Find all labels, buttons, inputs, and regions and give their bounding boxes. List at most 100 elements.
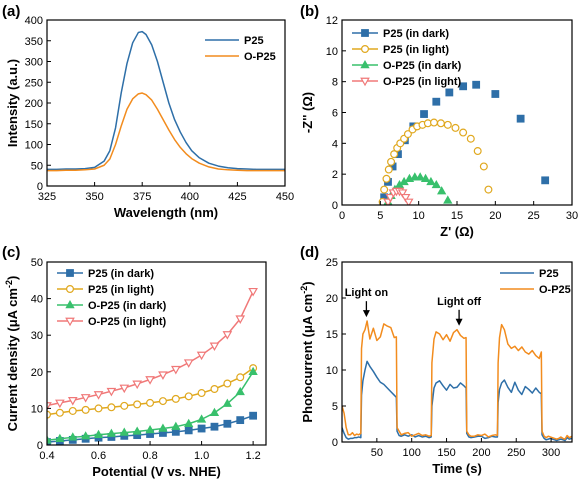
legend: P25 (in dark) P25 (in light) O-P25 (in dar… <box>57 268 167 328</box>
panel-label: (a) <box>2 3 20 20</box>
legend: P25 (in dark) P25 (in light) O-P25 (in dar… <box>352 28 462 88</box>
panel-label: (b) <box>300 3 319 20</box>
y-tick-label: 8 <box>332 77 338 89</box>
legend-label: P25 (in light) <box>383 44 449 56</box>
data-point <box>119 427 129 436</box>
y-tick-label: 0 <box>37 440 43 452</box>
data-point <box>146 398 155 407</box>
data-point <box>184 392 193 401</box>
data-point <box>516 114 525 123</box>
data-point <box>380 185 389 194</box>
data-point <box>171 421 181 430</box>
data-point <box>385 193 396 203</box>
y-axis-label: -Z'' (Ω) <box>300 92 315 133</box>
data-point <box>443 195 453 204</box>
data-point <box>223 419 232 428</box>
data-point <box>184 426 193 435</box>
y-tick-label: 350 <box>25 36 43 48</box>
data-point <box>384 165 393 174</box>
panel-2: (b) 0 5 10 15 20 25 30 0 2 4 6 8 10 12 Z' (Ω) -Z'' (Ω) P2… <box>300 3 578 239</box>
data-point <box>67 397 78 406</box>
data-point <box>410 172 420 181</box>
y-tick-label: 250 <box>25 77 43 89</box>
data-point <box>132 380 143 390</box>
x-tick-label: 25 <box>528 210 540 222</box>
x-tick-label: 0.6 <box>91 450 106 462</box>
legend-marker <box>65 285 74 294</box>
x-axis-label: Potential (V vs. NHE) <box>92 464 221 479</box>
legend-label: P25 <box>539 268 559 280</box>
y-tick-label: 40 <box>31 294 43 306</box>
data-point <box>93 391 104 400</box>
data-point <box>420 110 428 118</box>
data-point <box>47 402 52 411</box>
data-point <box>437 186 447 195</box>
y-tick-label: 10 <box>326 365 338 377</box>
legend-marker <box>361 29 369 37</box>
data-point <box>443 120 452 129</box>
annotation-label: Light on <box>345 287 389 299</box>
data-point <box>382 174 391 183</box>
annotation-label: Light off <box>437 296 481 308</box>
data-point <box>80 394 91 403</box>
series-line-1 <box>342 360 572 442</box>
data-point <box>484 185 493 194</box>
plot-area <box>47 287 258 445</box>
y-tick-label: 100 <box>25 140 43 152</box>
data-point <box>236 373 245 382</box>
data-point <box>248 287 258 297</box>
y-tick-label: 2 <box>332 169 338 181</box>
data-point <box>106 428 117 437</box>
data-point <box>196 414 207 423</box>
x-tick-label: 5 <box>377 210 383 222</box>
panel-1: (a) 325 350 375 400 425 450 0 50 100 150 200 250 300 3… <box>2 3 294 220</box>
x-tick-label: 30 <box>566 210 578 222</box>
y-axis-label: Intensity (a.u.) <box>5 59 20 147</box>
x-tick-label: 400 <box>181 191 199 203</box>
data-point <box>93 429 104 438</box>
data-point <box>451 123 460 132</box>
x-axis-label: Z' (Ω) <box>440 224 474 239</box>
data-point <box>472 80 481 89</box>
data-point <box>430 118 439 127</box>
legend-label: O-P25 <box>539 284 571 296</box>
data-point <box>459 82 468 91</box>
y-tick-label: 15 <box>326 329 338 341</box>
x-tick-label: 300 <box>542 447 560 459</box>
series-line-2 <box>47 92 285 172</box>
legend-marker <box>360 77 370 87</box>
x-tick-label: 200 <box>472 447 490 459</box>
data-point <box>47 410 51 419</box>
x-tick-label: 0 <box>339 210 345 222</box>
data-point <box>223 379 232 388</box>
x-tick-label: 425 <box>228 191 246 203</box>
data-point <box>479 162 488 171</box>
y-axis-label: Photocurrent (μA cm-2) <box>299 281 315 422</box>
legend-label: P25 <box>244 35 264 47</box>
x-tick-label: 10 <box>413 210 425 222</box>
legend-label: O-P25 <box>244 51 276 63</box>
data-point <box>235 315 246 324</box>
x-tick-label: 450 <box>276 191 294 203</box>
data-point <box>222 398 233 407</box>
data-point <box>119 384 130 394</box>
y-tick-label: 25 <box>326 257 338 269</box>
x-tick-label: 0.4 <box>39 450 54 462</box>
data-point <box>209 342 220 352</box>
legend: P25 O-P25 <box>500 268 571 296</box>
x-tick-label: 250 <box>507 447 525 459</box>
data-point <box>459 128 468 137</box>
plot-frame <box>46 261 267 446</box>
data-point <box>210 385 219 394</box>
data-point <box>170 365 181 375</box>
data-point <box>445 88 454 97</box>
y-tick-label: 10 <box>326 46 338 58</box>
data-point <box>235 386 245 396</box>
annotation-arrowhead <box>455 318 463 326</box>
y-axis-label: Current density (μA cm-2) <box>4 276 20 432</box>
data-point <box>473 147 482 156</box>
data-point <box>403 198 414 205</box>
data-point <box>249 411 258 420</box>
data-point <box>55 399 65 409</box>
